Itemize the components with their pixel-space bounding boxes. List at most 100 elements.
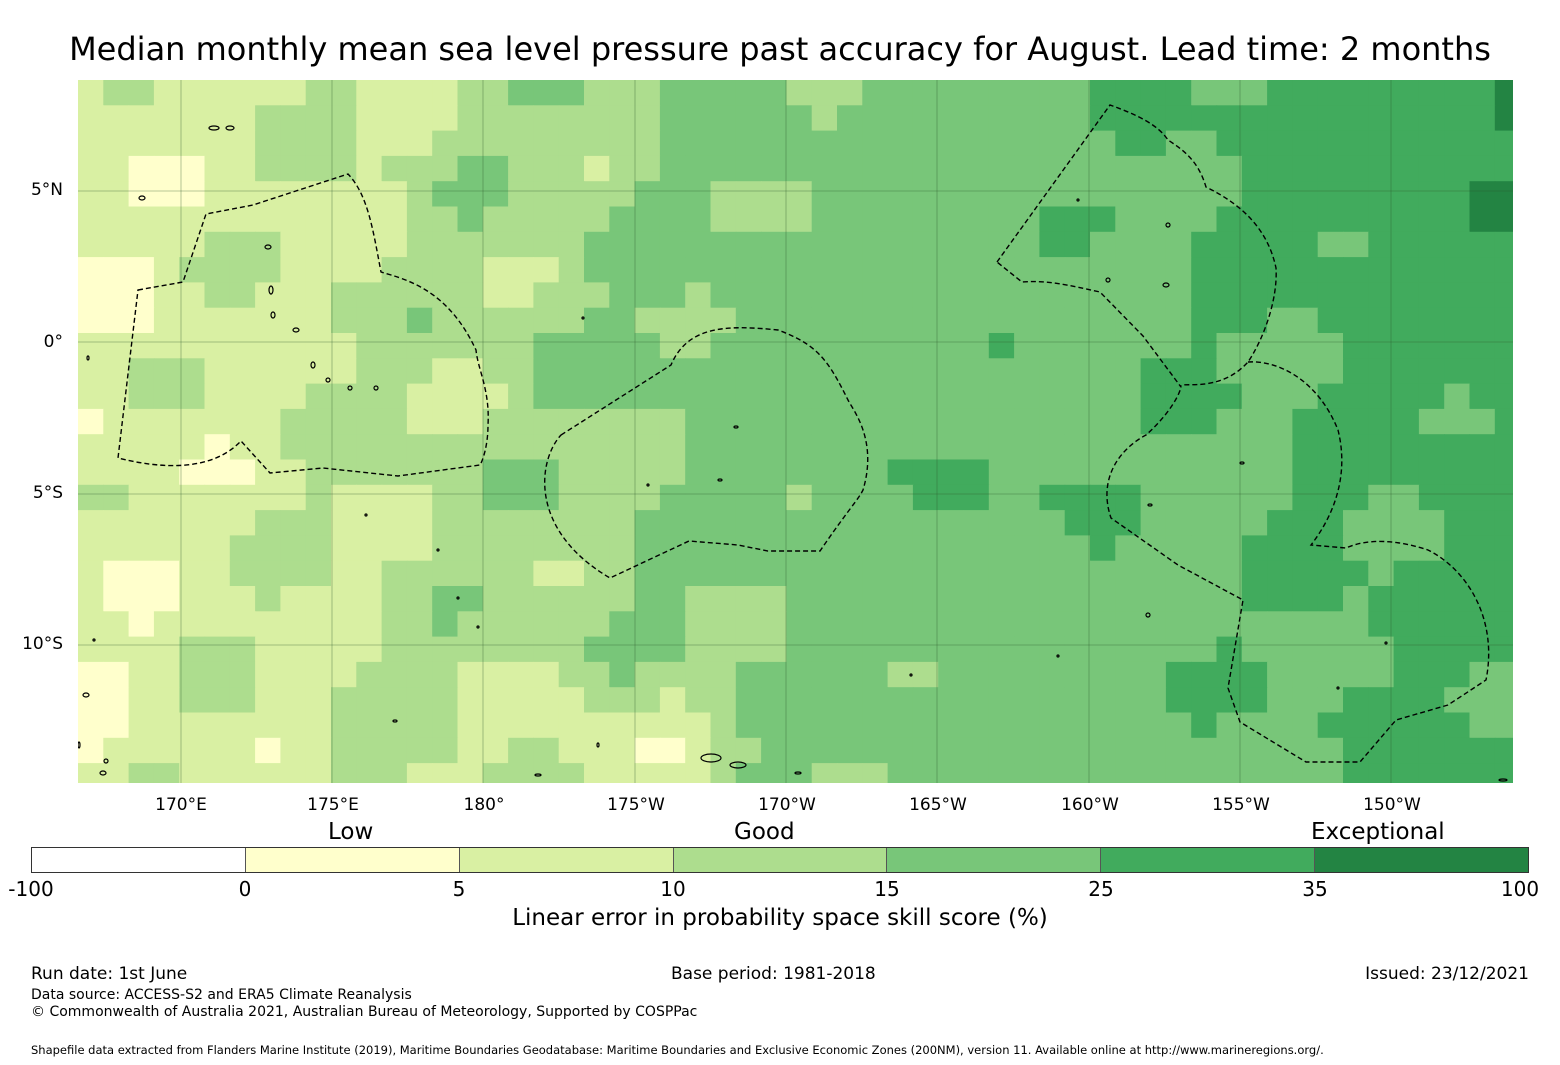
skill-cell bbox=[204, 687, 231, 714]
skill-cell bbox=[229, 307, 256, 334]
skill-cell bbox=[1216, 333, 1243, 359]
skill-cell bbox=[305, 636, 332, 663]
skill-cell bbox=[837, 586, 863, 612]
skill-cell bbox=[1292, 257, 1319, 283]
skill-cell bbox=[1191, 687, 1218, 714]
skill-cell bbox=[609, 307, 636, 334]
skill-cell bbox=[887, 358, 914, 385]
skill-cell bbox=[558, 687, 585, 714]
skill-cell bbox=[938, 257, 965, 283]
eez-boundary-line-islands bbox=[1106, 361, 1490, 763]
skill-cell bbox=[584, 484, 610, 511]
skill-cell bbox=[331, 105, 357, 132]
skill-cell bbox=[1165, 535, 1192, 562]
skill-cell bbox=[1317, 636, 1344, 663]
skill-cell bbox=[457, 586, 484, 612]
skill-cell bbox=[685, 484, 712, 511]
skill-cell bbox=[659, 358, 686, 385]
skill-cell bbox=[1292, 737, 1319, 764]
skill-cell bbox=[1368, 231, 1395, 258]
skill-cell bbox=[1140, 535, 1167, 562]
skill-cell bbox=[1216, 307, 1243, 334]
skill-cell bbox=[432, 80, 459, 106]
skill-cell bbox=[1241, 763, 1268, 783]
skill-cell bbox=[204, 358, 231, 385]
skill-cell bbox=[1469, 105, 1496, 132]
skill-cell bbox=[1165, 510, 1192, 536]
lon-label-175w: 175°W bbox=[607, 795, 665, 815]
skill-cell bbox=[887, 687, 914, 714]
skill-cell bbox=[634, 510, 661, 536]
skill-cell bbox=[78, 231, 104, 258]
skill-cell bbox=[103, 257, 130, 283]
skill-cell bbox=[634, 155, 661, 182]
skill-cell bbox=[305, 231, 332, 258]
skill-cell bbox=[432, 510, 459, 536]
skill-cell bbox=[837, 737, 863, 764]
island-outline bbox=[1105, 277, 1111, 283]
skill-cell bbox=[811, 434, 838, 461]
skill-cell bbox=[988, 737, 1015, 764]
skill-cell bbox=[356, 181, 383, 208]
island-outline bbox=[292, 327, 300, 333]
skill-cell bbox=[1115, 105, 1142, 132]
skill-cell bbox=[912, 181, 939, 208]
skill-cell bbox=[406, 257, 433, 283]
skill-cell bbox=[710, 333, 737, 359]
skill-cell bbox=[356, 358, 383, 385]
skill-cell bbox=[305, 687, 332, 714]
lat-label-10s: 10°S bbox=[22, 634, 63, 654]
skill-cell bbox=[761, 763, 787, 783]
skill-cell bbox=[887, 130, 914, 157]
skill-cell bbox=[1469, 307, 1496, 334]
skill-cell bbox=[103, 611, 130, 638]
skill-cell bbox=[609, 611, 636, 638]
skill-cell bbox=[1494, 712, 1513, 739]
skill-cell bbox=[432, 282, 459, 309]
skill-cell bbox=[1216, 560, 1243, 587]
skill-cell bbox=[811, 687, 838, 714]
skill-cell bbox=[1469, 763, 1496, 783]
skill-cell bbox=[432, 535, 459, 562]
skill-cell bbox=[862, 434, 889, 461]
skill-cell bbox=[381, 80, 408, 106]
skill-cell bbox=[1343, 282, 1369, 309]
skill-cell bbox=[255, 586, 281, 612]
skill-cell bbox=[1140, 231, 1167, 258]
skill-cell bbox=[584, 535, 610, 562]
skill-cell bbox=[1090, 383, 1116, 410]
skill-cell bbox=[1191, 155, 1218, 182]
skill-cell bbox=[1165, 206, 1192, 233]
skill-cell bbox=[1317, 181, 1344, 208]
skill-cell bbox=[128, 661, 155, 688]
skill-cell bbox=[988, 661, 1015, 688]
skill-cell bbox=[381, 206, 408, 233]
skill-cell bbox=[634, 383, 661, 410]
skill-cell bbox=[305, 333, 332, 359]
skill-cell bbox=[584, 712, 610, 739]
skill-cell bbox=[381, 181, 408, 208]
skill-cell bbox=[685, 257, 712, 283]
skill-cell bbox=[1267, 737, 1293, 764]
skill-cell bbox=[1014, 484, 1040, 511]
skill-cell bbox=[1444, 408, 1471, 435]
skill-cell bbox=[103, 80, 130, 106]
skill-cell bbox=[1039, 333, 1066, 359]
skill-cell bbox=[1216, 636, 1243, 663]
skill-cell bbox=[1444, 510, 1471, 536]
skill-cell bbox=[280, 206, 307, 233]
skill-cell bbox=[862, 763, 889, 783]
skill-cell bbox=[1444, 712, 1471, 739]
skill-cell bbox=[1064, 155, 1091, 182]
skill-cell bbox=[1014, 434, 1040, 461]
skill-cell bbox=[584, 257, 610, 283]
skill-cell bbox=[1368, 434, 1395, 461]
skill-cell bbox=[634, 459, 661, 486]
skill-cell bbox=[634, 687, 661, 714]
skill-cell bbox=[710, 105, 737, 132]
skill-cell bbox=[963, 307, 990, 334]
skill-cell bbox=[1064, 257, 1091, 283]
skill-cell bbox=[533, 257, 560, 283]
skill-cell bbox=[78, 535, 104, 562]
skill-cell bbox=[1469, 484, 1496, 511]
